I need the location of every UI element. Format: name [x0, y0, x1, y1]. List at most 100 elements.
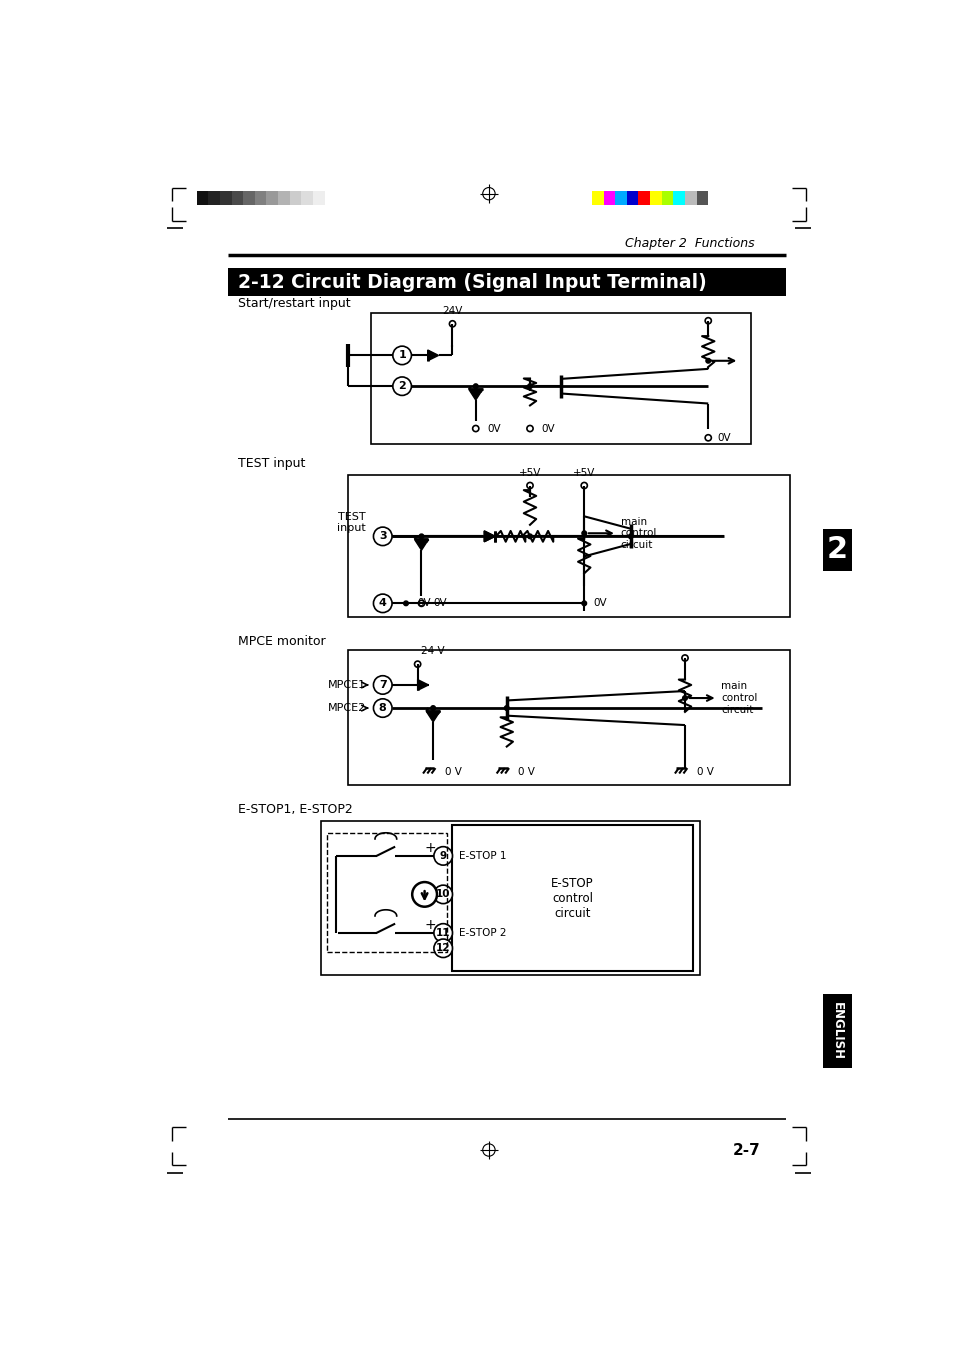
Circle shape — [412, 882, 436, 907]
Text: 3: 3 — [378, 531, 386, 542]
Polygon shape — [484, 531, 495, 542]
Bar — [615, 192, 626, 205]
Circle shape — [434, 847, 452, 865]
Text: +5V: +5V — [573, 467, 595, 478]
Bar — [278, 192, 290, 205]
Bar — [196, 192, 208, 205]
Bar — [327, 832, 447, 952]
Text: 10: 10 — [436, 889, 450, 900]
Text: 9: 9 — [439, 851, 446, 861]
Circle shape — [504, 705, 509, 711]
Bar — [243, 192, 254, 205]
Text: Start/restart input: Start/restart input — [237, 296, 350, 309]
Text: 2: 2 — [826, 535, 847, 565]
Text: 1: 1 — [397, 350, 406, 361]
Text: 0V: 0V — [593, 598, 606, 608]
Bar — [266, 192, 278, 205]
Circle shape — [431, 705, 435, 711]
Circle shape — [527, 534, 532, 539]
Bar — [290, 192, 301, 205]
Bar — [603, 192, 615, 205]
Bar — [822, 994, 852, 1067]
Polygon shape — [417, 680, 428, 690]
Circle shape — [682, 696, 686, 700]
Circle shape — [393, 346, 411, 365]
Text: 24 V: 24 V — [421, 647, 445, 657]
Text: 2-7: 2-7 — [732, 1143, 760, 1158]
Bar — [696, 192, 707, 205]
Bar — [348, 650, 789, 785]
Text: 0 V: 0 V — [696, 767, 713, 777]
Circle shape — [373, 594, 392, 612]
Text: 0 V: 0 V — [517, 767, 535, 777]
Bar — [661, 192, 673, 205]
Circle shape — [418, 534, 423, 539]
Bar — [254, 192, 266, 205]
Circle shape — [403, 601, 408, 605]
Bar — [452, 825, 692, 971]
Circle shape — [705, 358, 710, 363]
Circle shape — [526, 482, 533, 489]
Circle shape — [527, 384, 532, 389]
Bar — [228, 269, 785, 296]
Text: ENGLISH: ENGLISH — [830, 1002, 843, 1061]
Text: 24V: 24V — [442, 307, 462, 316]
Text: 8: 8 — [378, 703, 386, 713]
Text: 0V: 0V — [541, 424, 555, 434]
Text: TEST input: TEST input — [237, 457, 305, 470]
Text: MPCE monitor: MPCE monitor — [237, 635, 325, 648]
Polygon shape — [415, 539, 428, 550]
Text: 4: 4 — [378, 598, 386, 608]
Circle shape — [526, 426, 533, 431]
Circle shape — [415, 661, 420, 667]
Circle shape — [434, 924, 452, 942]
Circle shape — [473, 384, 477, 389]
Circle shape — [581, 601, 586, 605]
Circle shape — [580, 482, 587, 489]
Polygon shape — [427, 350, 438, 361]
Text: 0V: 0V — [717, 432, 730, 443]
Circle shape — [373, 527, 392, 546]
Circle shape — [704, 317, 711, 324]
Circle shape — [449, 320, 456, 327]
Polygon shape — [468, 389, 482, 400]
Circle shape — [704, 435, 711, 440]
Text: 11: 11 — [436, 928, 450, 938]
Text: E-STOP 2: E-STOP 2 — [458, 928, 506, 938]
Bar — [649, 192, 661, 205]
Bar — [371, 313, 750, 444]
Bar — [208, 192, 220, 205]
Circle shape — [681, 655, 687, 661]
Text: E-STOP1, E-STOP2: E-STOP1, E-STOP2 — [237, 804, 353, 816]
Circle shape — [434, 939, 452, 958]
Polygon shape — [426, 711, 439, 721]
Bar — [320, 821, 700, 975]
Text: E-STOP
control
circuit: E-STOP control circuit — [551, 877, 594, 920]
Text: 2-12 Circuit Diagram (Signal Input Terminal): 2-12 Circuit Diagram (Signal Input Termi… — [237, 273, 706, 292]
Circle shape — [373, 698, 392, 717]
Bar — [348, 474, 789, 617]
Text: +: + — [424, 919, 436, 932]
Bar — [301, 192, 313, 205]
Text: Chapter 2  Functions: Chapter 2 Functions — [624, 238, 754, 250]
Bar — [684, 192, 696, 205]
Bar — [638, 192, 649, 205]
Text: 0 V: 0 V — [444, 767, 461, 777]
Text: 0V: 0V — [417, 598, 431, 608]
Text: +: + — [424, 842, 436, 855]
Text: MPCE2: MPCE2 — [327, 703, 365, 713]
Bar — [673, 192, 684, 205]
Circle shape — [393, 377, 411, 396]
Circle shape — [628, 534, 633, 539]
Circle shape — [373, 676, 392, 694]
Text: E-STOP 1: E-STOP 1 — [458, 851, 506, 861]
Text: 0V: 0V — [433, 598, 446, 608]
Text: +5V: +5V — [518, 467, 540, 478]
Circle shape — [434, 885, 452, 904]
Bar — [232, 192, 243, 205]
Circle shape — [418, 600, 424, 607]
Circle shape — [472, 426, 478, 431]
Bar — [822, 528, 852, 571]
Bar — [220, 192, 232, 205]
Text: MPCE1: MPCE1 — [327, 680, 365, 690]
